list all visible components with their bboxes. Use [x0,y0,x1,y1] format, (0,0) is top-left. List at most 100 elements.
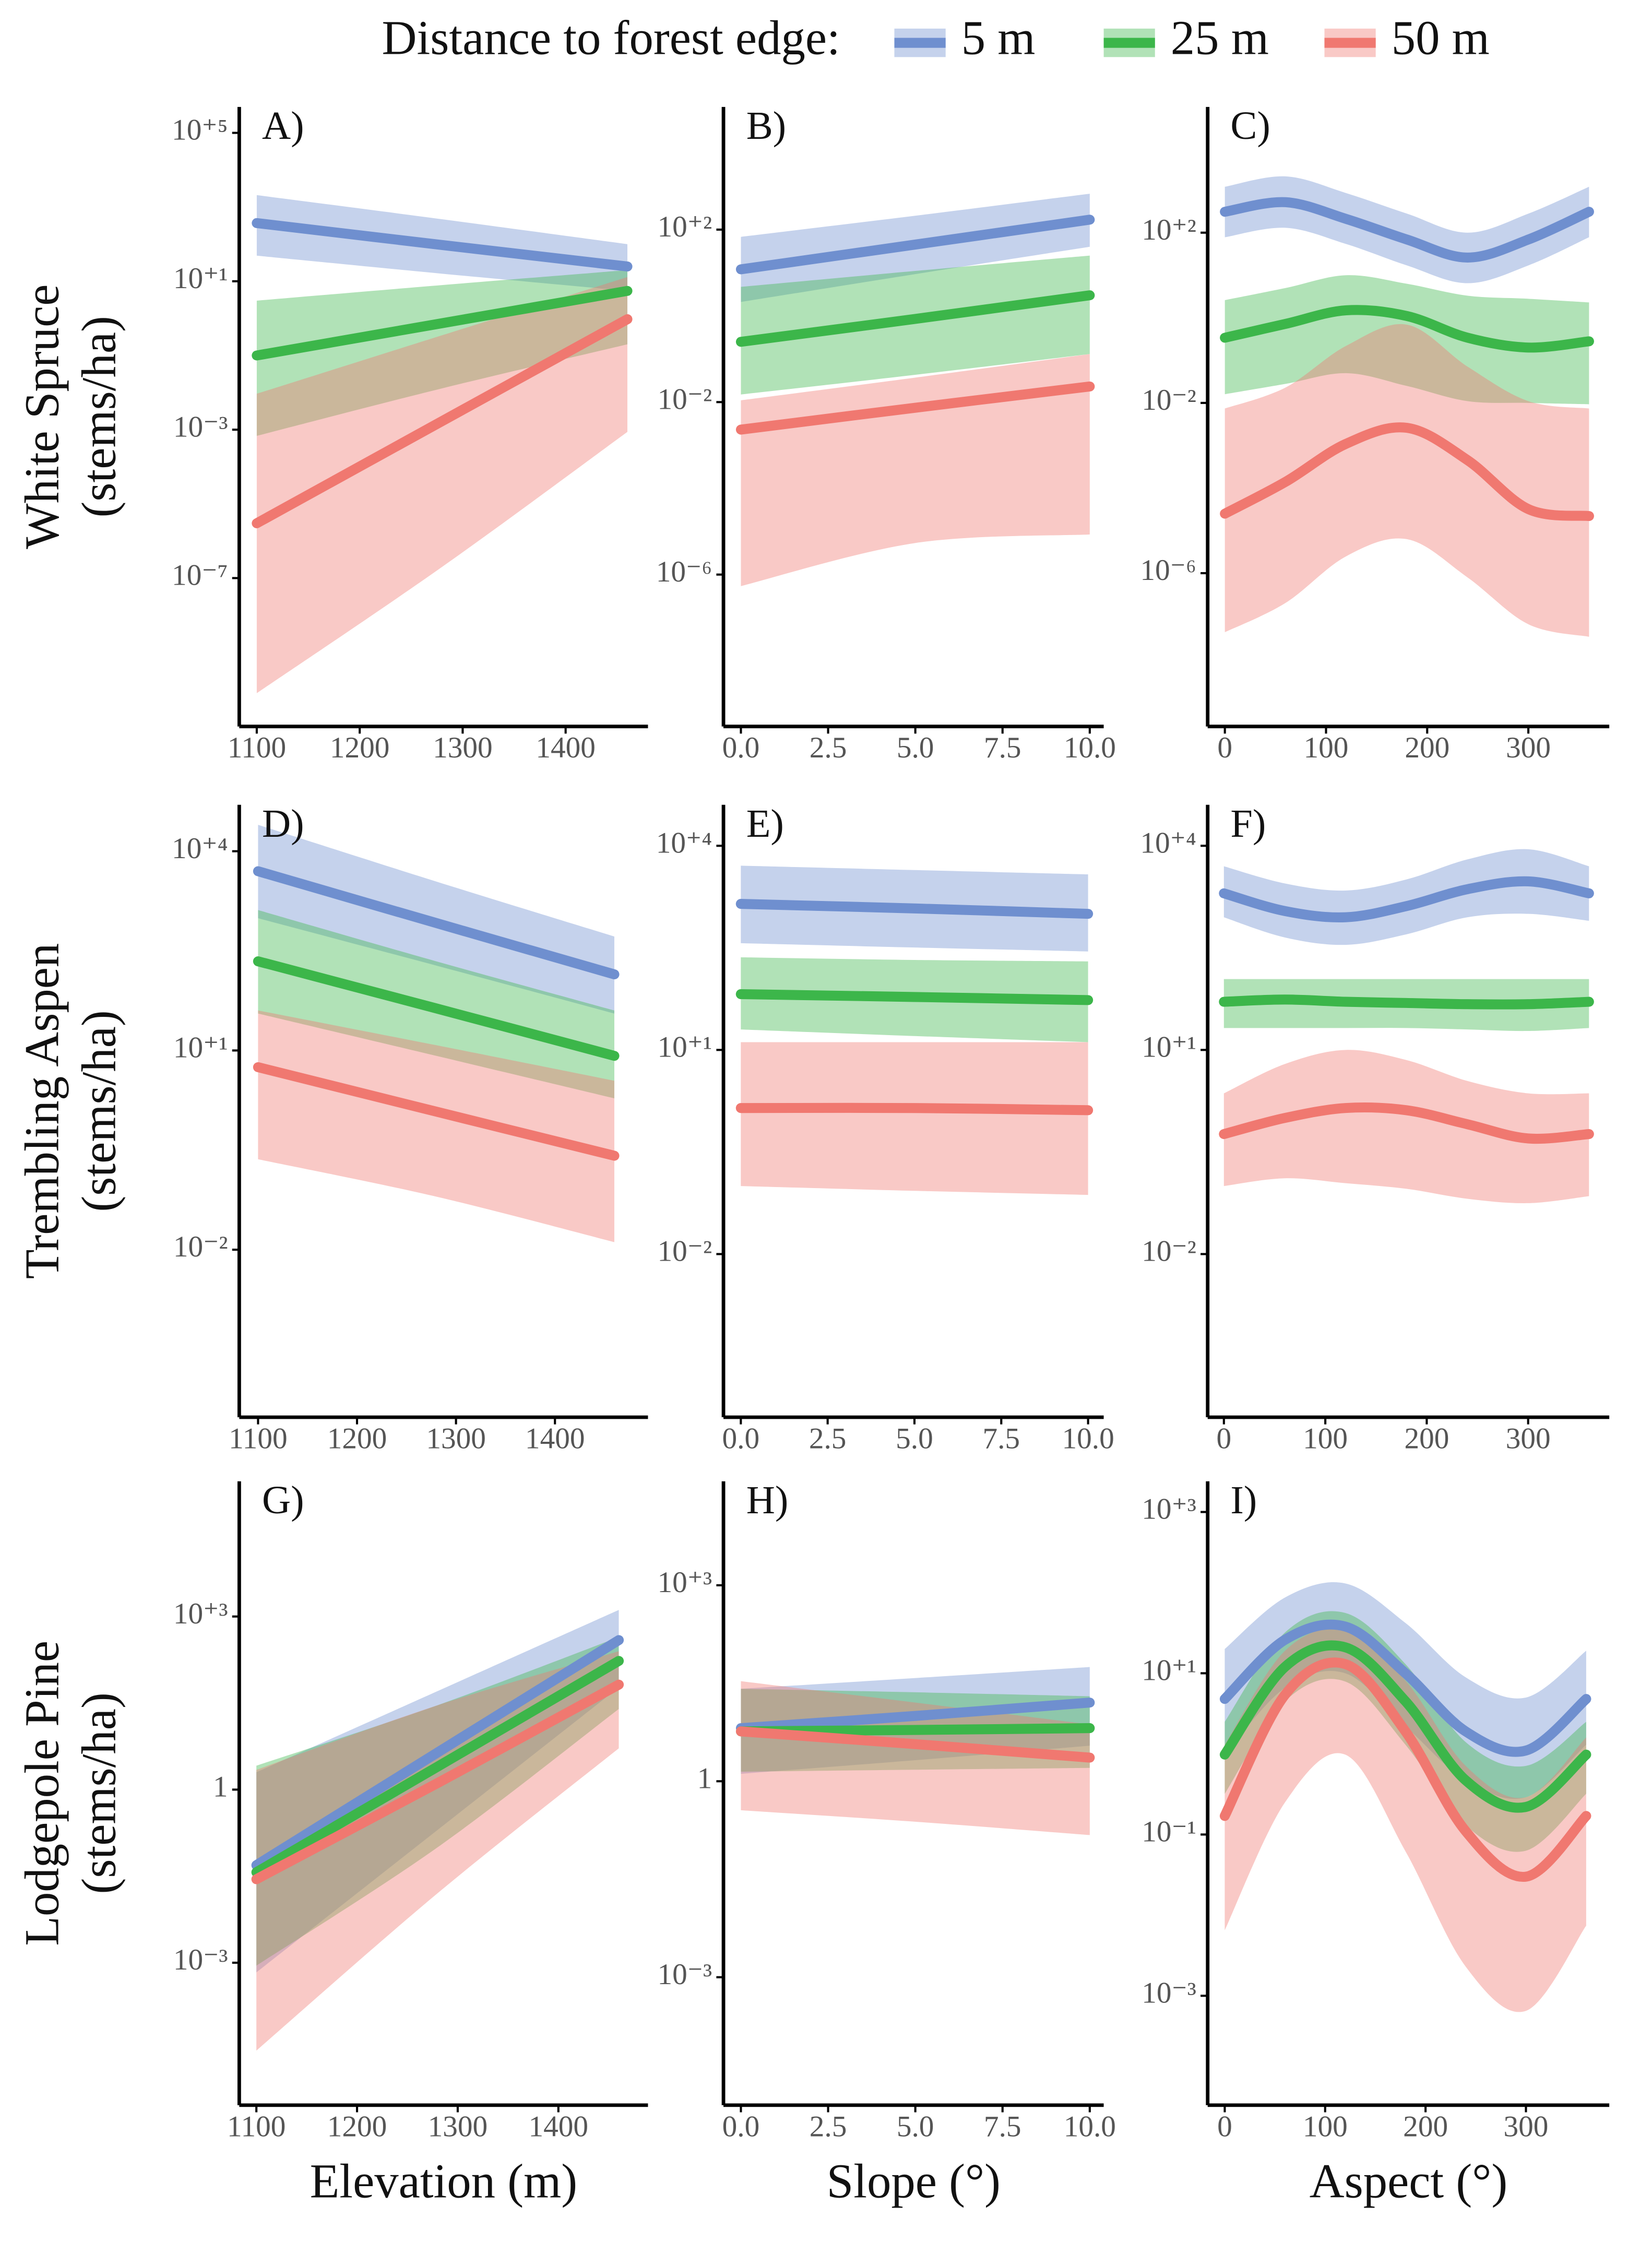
x-tick-label: 2.5 [809,1422,847,1455]
x-tick-label: 1100 [228,731,286,764]
y-tick-label: 10⁻³ [1142,1976,1196,2009]
panel: 10⁺³ 10⁺¹ 10⁻¹ 10⁻³ 0 100 200 300 I) Aspect (°) [1142,1478,1610,2209]
x-tick-label: 0 [1217,2110,1232,2143]
confidence-band [741,1042,1088,1195]
confidence-band [256,277,627,693]
x-tick-label: 5.0 [897,2110,934,2143]
x-tick-label: 200 [1403,2110,1448,2143]
line [735,899,1094,919]
y-tick-label: 10⁺⁴ [1140,826,1196,859]
line [735,1102,1094,1116]
y-tick-label: 10⁻³ [658,1958,712,1991]
confidence-band [256,1651,619,2051]
y-axis-label: (stems/ha) [72,316,126,517]
panel: 10⁺⁵ 10⁺¹ 10⁻³ 10⁻⁷ 1100 1200 1300 1400 A) White … [15,103,648,764]
confidence-band [258,1010,614,1242]
x-tick-label: 1300 [433,731,493,764]
y-tick-label: 10⁺¹ [173,1031,228,1064]
x-tick-label: 2.5 [810,731,847,764]
panel-label: H) [746,1478,789,1522]
x-tick-label: 5.0 [896,1422,933,1455]
x-tick-label: 0.0 [722,731,760,764]
x-tick-label: 1300 [426,1422,486,1455]
y-tick-label: 10⁻³ [173,1943,228,1976]
line [735,1726,1095,1763]
y-tick-label: 10⁻² [658,1235,712,1268]
confidence-band [1225,324,1589,637]
x-tick-label: 1300 [428,2110,488,2143]
confidence-band [1223,1050,1589,1203]
y-tick-label: 10⁻² [658,383,712,416]
y-tick-label: 10⁻⁶ [1140,554,1196,587]
x-tick-label: 300 [1504,2110,1549,2143]
line [1220,305,1594,353]
x-tick-label: 10.0 [1062,1422,1114,1455]
y-tick-label: 10⁺³ [1142,1493,1196,1526]
x-tick-label: 1100 [227,2110,286,2143]
y-tick-label: 10⁺⁴ [172,832,228,865]
panel: 10⁺³ 1 10⁻³ 1100 1200 1300 1400 G) Lodgepole Pin… [15,1478,648,2209]
panel: 10⁺⁴ 10⁺¹ 10⁻² 0.0 2.5 5.0 7.5 10.0 E) [656,801,1114,1455]
confidence-band [741,255,1090,395]
line [735,989,1094,1005]
line [252,286,633,361]
x-tick-label: 300 [1506,1422,1551,1455]
x-tick-label: 10.0 [1064,731,1116,764]
y-tick-label: 10⁻³ [173,410,228,443]
x-tick-label: 7.5 [984,731,1021,764]
x-tick-label: 1200 [327,2110,387,2143]
line [252,314,633,528]
x-tick-label: 7.5 [984,2110,1021,2143]
y-tick-label: 10⁺⁴ [656,826,712,859]
y-tick-label: 10⁺¹ [1142,1030,1196,1063]
panel-label: G) [262,1478,304,1522]
panel: 10⁺⁴ 10⁺¹ 10⁻² 1100 1200 1300 1400 D) Trembling … [15,801,648,1455]
x-axis-label: Aspect (°) [1310,2155,1508,2209]
y-axis-label: (stems/ha) [72,1692,126,1894]
y-tick-label: 10⁺¹ [1142,1654,1196,1687]
x-tick-label: 0 [1217,731,1232,764]
x-tick-label: 100 [1303,1422,1348,1455]
y-axis-label: Trembling Aspen [15,943,69,1279]
x-tick-label: 100 [1304,731,1349,764]
x-tick-label: 5.0 [897,731,934,764]
x-tick-label: 200 [1404,1422,1449,1455]
x-tick-label: 10.0 [1064,2110,1116,2143]
x-tick-label: 1400 [536,731,596,764]
y-tick-label: 1 [697,1762,712,1795]
y-tick-label: 10⁺² [1142,213,1196,246]
confidence-band [741,354,1090,586]
y-tick-label: 1 [213,1770,228,1803]
panel-label: D) [262,801,304,846]
y-axis-label: Lodgepole Pine [15,1641,69,1946]
panel: 10⁺⁴ 10⁺¹ 10⁻² 0 100 200 300 F) [1140,801,1610,1455]
panel-label: I) [1230,1478,1257,1522]
x-tick-label: 1100 [229,1422,287,1455]
x-tick-label: 1400 [529,2110,589,2143]
y-tick-label: 10⁺³ [658,1566,712,1599]
x-tick-label: 0 [1216,1422,1231,1455]
x-axis-label: Elevation (m) [310,2155,578,2209]
line [735,1698,1095,1734]
line [1219,994,1594,1010]
legend-label: 5 m [961,11,1036,65]
line [251,1656,624,1878]
y-tick-label: 10⁺¹ [658,1030,712,1063]
legend-title: Distance to forest edge: [382,11,840,65]
x-tick-label: 1400 [525,1422,585,1455]
panel: 10⁺³ 1 10⁻³ 0.0 2.5 5.0 7.5 10.0 H) Slope (°) [658,1478,1116,2209]
panel: 10⁺² 10⁻² 10⁻⁶ 0.0 2.5 5.0 7.5 10.0 B) [656,103,1116,764]
line [1219,1102,1594,1144]
line [252,218,633,272]
x-tick-label: 300 [1506,731,1551,764]
y-tick-label: 10⁻⁶ [656,555,712,588]
legend-label: 50 m [1392,11,1490,65]
x-tick-label: 100 [1303,2110,1348,2143]
line [735,290,1095,347]
panel-label: B) [746,103,786,148]
confidence-band [1225,275,1589,405]
x-tick-label: 200 [1405,731,1449,764]
y-tick-label: 10⁻⁷ [172,559,228,592]
panel: 10⁺² 10⁻² 10⁻⁶ 0 100 200 300 C) [1140,103,1610,764]
